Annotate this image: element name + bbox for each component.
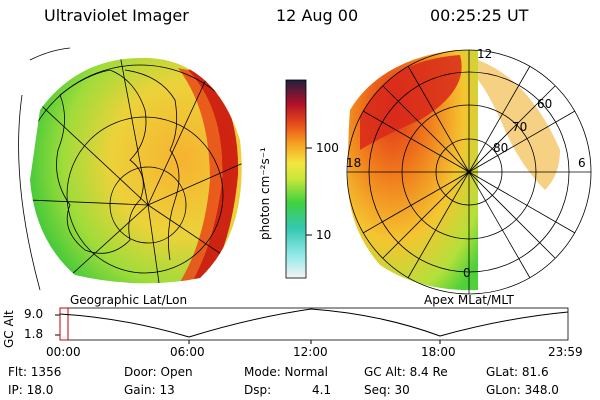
right-auroral-image [346, 49, 592, 295]
info-dsp-value: 4.1 [312, 383, 332, 397]
altitude-ytick-low: 1.8 [24, 327, 44, 341]
left-auroral-image [18, 47, 242, 291]
left-panel-caption: Geographic Lat/Lon [70, 293, 188, 307]
info-gain: Gain: 13 [124, 383, 175, 397]
info-glon: GLon: 348.0 [486, 383, 559, 397]
altitude-xtick-1800: 18:00 [421, 345, 456, 359]
mlat-label-80: 80 [493, 141, 509, 155]
altitude-ytick-high: 9.0 [24, 307, 44, 321]
info-ip: IP: 18.0 [8, 383, 54, 397]
mlt-label-6: 6 [578, 156, 586, 170]
right-panel-caption: Apex MLat/MLT [424, 293, 514, 307]
color-bar [285, 79, 312, 279]
colorbar-tick-100: 100 [316, 141, 339, 155]
instrument-title: Ultraviolet Imager [44, 6, 189, 25]
info-seq: Seq: 30 [364, 383, 410, 397]
mlt-label-0: 0 [463, 266, 471, 280]
info-gc-alt: GC Alt: 8.4 Re [364, 365, 448, 379]
time-label: 00:25:25 UT [430, 6, 529, 25]
info-door: Door: Open [124, 365, 193, 379]
altitude-xtick-2359: 23:59 [548, 345, 583, 359]
mlat-label-70: 70 [512, 120, 528, 134]
date-label: 12 Aug 00 [276, 6, 359, 25]
colorbar-unit-label: photon cm⁻²s⁻¹ [258, 147, 272, 240]
altitude-xtick-0000: 00:00 [46, 345, 81, 359]
altitude-xtick-0600: 06:00 [170, 345, 205, 359]
altitude-xtick-1200: 12:00 [293, 345, 328, 359]
info-mode: Mode: Normal [244, 365, 328, 379]
colorbar-tick-10: 10 [316, 228, 332, 242]
info-flt: Flt: 1356 [8, 365, 62, 379]
mlt-label-18: 18 [346, 156, 362, 170]
info-dsp-label: Dsp: [244, 383, 272, 397]
info-glat: GLat: 81.6 [486, 365, 549, 379]
mlt-label-12: 12 [477, 47, 493, 61]
altitude-plot [55, 307, 569, 344]
mlat-label-60: 60 [537, 97, 553, 111]
altitude-ylabel: GC Alt [2, 310, 16, 348]
